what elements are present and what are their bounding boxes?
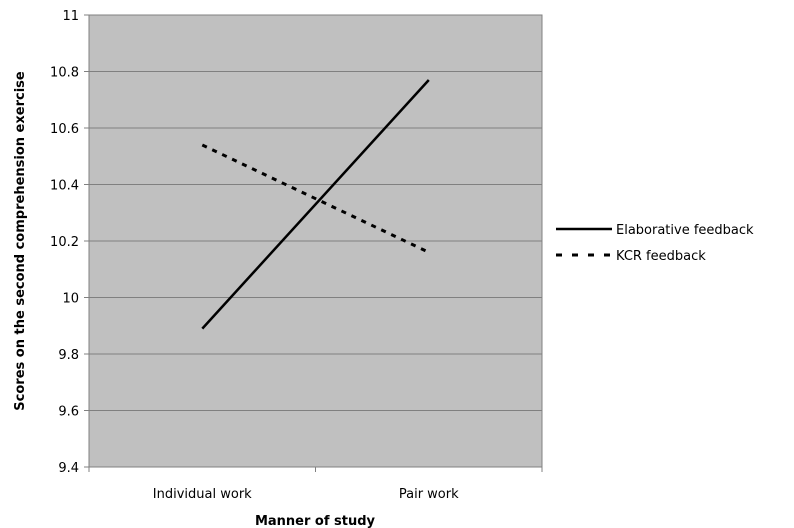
- y-tick-label: 9.4: [58, 461, 79, 476]
- gridlines: [89, 71, 542, 411]
- x-tick-label: Individual work: [153, 487, 252, 502]
- legend-label: KCR feedback: [616, 249, 706, 264]
- y-tick-label: 10.4: [50, 179, 79, 194]
- legend-label: Elaborative feedback: [616, 223, 754, 238]
- y-axis-title: Scores on the second comprehension exerc…: [13, 71, 28, 411]
- y-tick-label: 9.6: [58, 405, 79, 420]
- y-tick-label: 11: [62, 9, 79, 24]
- y-tick-label: 10.6: [50, 122, 79, 137]
- x-tick-label: Pair work: [399, 487, 459, 502]
- x-axis: Individual work Pair work: [88, 467, 543, 502]
- series-line: [201, 79, 430, 330]
- y-tick-label: 10.2: [50, 235, 79, 250]
- x-axis-title: Manner of study: [255, 514, 376, 528]
- series-group: [201, 79, 430, 330]
- y-tick-label: 9.8: [58, 348, 79, 363]
- y-axis: 9.4 9.6 9.8 10 10.2 10.4 10.6 10.8 11: [50, 9, 89, 476]
- legend: Elaborative feedback KCR feedback: [556, 223, 754, 264]
- y-tick-label: 10: [62, 292, 79, 307]
- series-line: [201, 143, 430, 254]
- y-tick-label: 10.8: [50, 66, 79, 81]
